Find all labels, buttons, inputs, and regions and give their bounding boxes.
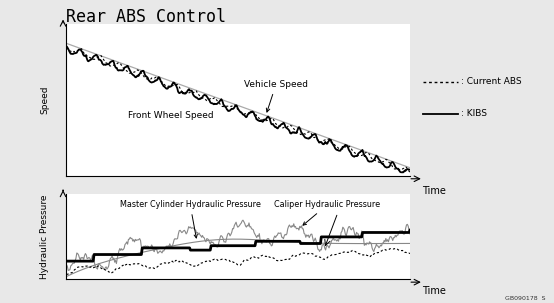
Text: Vehicle Speed: Vehicle Speed: [244, 80, 308, 112]
Text: : KIBS: : KIBS: [461, 109, 488, 118]
Text: Time: Time: [422, 186, 446, 196]
Text: Caliper Hydraulic Pressure: Caliper Hydraulic Pressure: [274, 200, 381, 225]
Text: Front Wheel Speed: Front Wheel Speed: [129, 111, 214, 120]
Y-axis label: Hydraulic Pressure: Hydraulic Pressure: [40, 194, 49, 278]
Text: Rear ABS Control: Rear ABS Control: [66, 8, 227, 25]
Text: Master Cylinder Hydraulic Pressure: Master Cylinder Hydraulic Pressure: [120, 200, 260, 238]
Text: GB090178  S: GB090178 S: [505, 295, 546, 301]
Text: Time: Time: [422, 285, 446, 295]
Y-axis label: Speed: Speed: [40, 86, 49, 114]
Text: : Current ABS: : Current ABS: [461, 77, 522, 86]
